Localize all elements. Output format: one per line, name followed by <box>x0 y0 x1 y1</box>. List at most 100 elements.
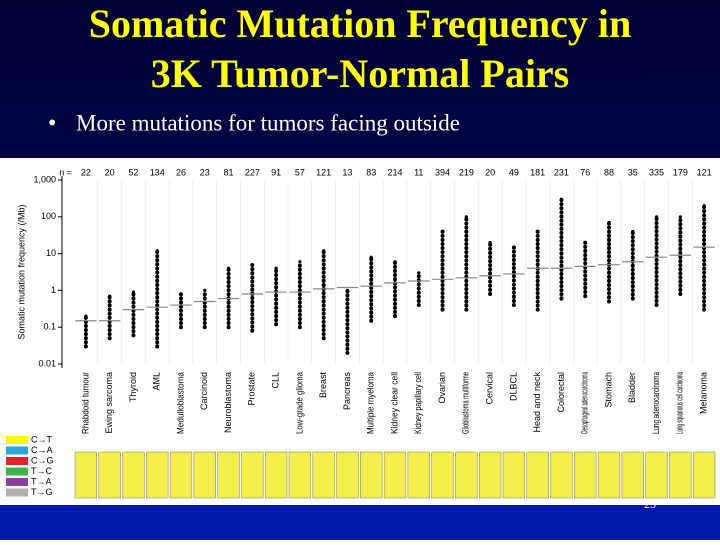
spectrum-panel <box>241 451 264 499</box>
spectrum-panel <box>169 451 193 499</box>
spectrum-panel <box>193 451 216 499</box>
n-count: 52 <box>128 167 138 177</box>
category-label: Prostate <box>247 372 257 406</box>
category-label: Low-grade glioma <box>294 372 304 434</box>
n-count: 83 <box>366 167 376 177</box>
min-point <box>393 314 397 318</box>
n-count: 20 <box>485 167 495 177</box>
category-label: Kidney papillary cell <box>413 372 423 434</box>
category-label: Neuroblastoma <box>223 372 233 433</box>
min-point <box>678 292 682 296</box>
n-count: 49 <box>509 167 519 177</box>
n-count: 214 <box>387 167 402 177</box>
spectrum-panel <box>645 451 668 499</box>
n-count: 20 <box>105 167 115 177</box>
category-label: DLBCL <box>508 372 518 401</box>
n-count: 134 <box>150 167 165 177</box>
bullet-dot: • <box>48 111 56 137</box>
min-point <box>108 336 112 340</box>
page-number: 23 <box>644 497 656 511</box>
max-point <box>607 220 611 225</box>
y-tick-label: 1,000 <box>33 174 56 184</box>
max-point <box>84 314 88 318</box>
max-point <box>654 215 659 219</box>
legend-label: T→C <box>31 466 52 476</box>
legend-swatch <box>6 478 28 486</box>
min-point <box>155 344 159 349</box>
spectrum-panel <box>217 451 240 499</box>
y-tick-label: 10 <box>46 248 56 258</box>
category-label: Lung squamous cell carcinoma <box>675 372 685 434</box>
n-count: 76 <box>580 167 590 177</box>
spectrum-panel <box>360 451 383 499</box>
max-point <box>702 204 706 208</box>
spectrum-panel <box>692 451 716 499</box>
category-label: AML <box>152 372 162 391</box>
y-tick-label: 0.1 <box>43 322 56 332</box>
spectrum-panel <box>478 451 502 499</box>
max-point <box>369 255 373 259</box>
title-line: 3K Tumor-Normal Pairs <box>151 51 570 96</box>
spectrum-panel <box>122 451 145 499</box>
category-label: Cervical <box>484 372 494 405</box>
spectrum-panel <box>574 451 597 499</box>
min-point <box>322 336 326 340</box>
category-label: CLL <box>270 372 280 389</box>
min-point <box>131 333 136 337</box>
max-point <box>488 240 492 245</box>
category-label: Head and neck <box>532 372 542 433</box>
n-count: 91 <box>271 167 281 177</box>
max-point <box>203 288 207 292</box>
max-point <box>536 229 540 234</box>
n-count: 11 <box>414 167 423 177</box>
min-point <box>369 319 373 323</box>
category-label: Colorectal <box>556 372 566 413</box>
category-label: Ewing sarcoma <box>104 372 114 434</box>
max-point <box>179 292 183 296</box>
max-point <box>108 294 112 298</box>
category-label: Medulloblastoma <box>175 372 185 434</box>
y-tick-label: 0.01 <box>38 358 56 368</box>
category-label: Lung adenocarcinoma <box>651 372 661 434</box>
min-point <box>345 351 350 355</box>
spectrum-panel <box>431 451 454 499</box>
n-count: 335 <box>649 167 664 177</box>
max-point <box>274 266 278 270</box>
max-point <box>417 271 421 275</box>
spectrum-panel <box>146 451 169 499</box>
category-label: Glioblastoma multiforme <box>461 372 471 434</box>
n-count: 26 <box>176 167 186 177</box>
spectrum-panel <box>312 451 335 499</box>
legend-label: C→A <box>31 445 53 455</box>
max-point <box>250 263 254 267</box>
max-point <box>298 260 302 264</box>
category-label: Pancreas <box>342 372 352 411</box>
n-count: 219 <box>459 167 474 177</box>
bullet-text: More mutations for tumors facing outside <box>76 110 460 135</box>
category-label: Rhabdoid tumour <box>80 372 90 434</box>
spectrum-panel <box>98 451 121 499</box>
min-point <box>512 303 516 307</box>
max-point <box>322 249 326 253</box>
spectrum-panel <box>288 451 312 499</box>
spectrum-panel <box>621 451 644 499</box>
min-point <box>298 325 302 329</box>
max-point <box>345 288 350 292</box>
n-count: 121 <box>697 167 712 177</box>
min-point <box>203 325 207 329</box>
n-count: 394 <box>435 167 450 177</box>
legend-label: T→G <box>31 487 53 497</box>
spectrum-panel <box>550 451 573 499</box>
min-point <box>631 296 635 301</box>
n-count: 13 <box>342 167 352 177</box>
spectrum-panel <box>74 451 98 499</box>
title-line: Somatic Mutation Frequency in <box>89 1 632 46</box>
min-point <box>274 322 278 326</box>
n-label: n = <box>59 167 72 177</box>
category-label: Thyroid <box>128 372 138 402</box>
n-count: 23 <box>200 167 210 177</box>
min-point <box>654 303 659 307</box>
min-point <box>559 296 564 301</box>
max-point <box>559 197 564 201</box>
